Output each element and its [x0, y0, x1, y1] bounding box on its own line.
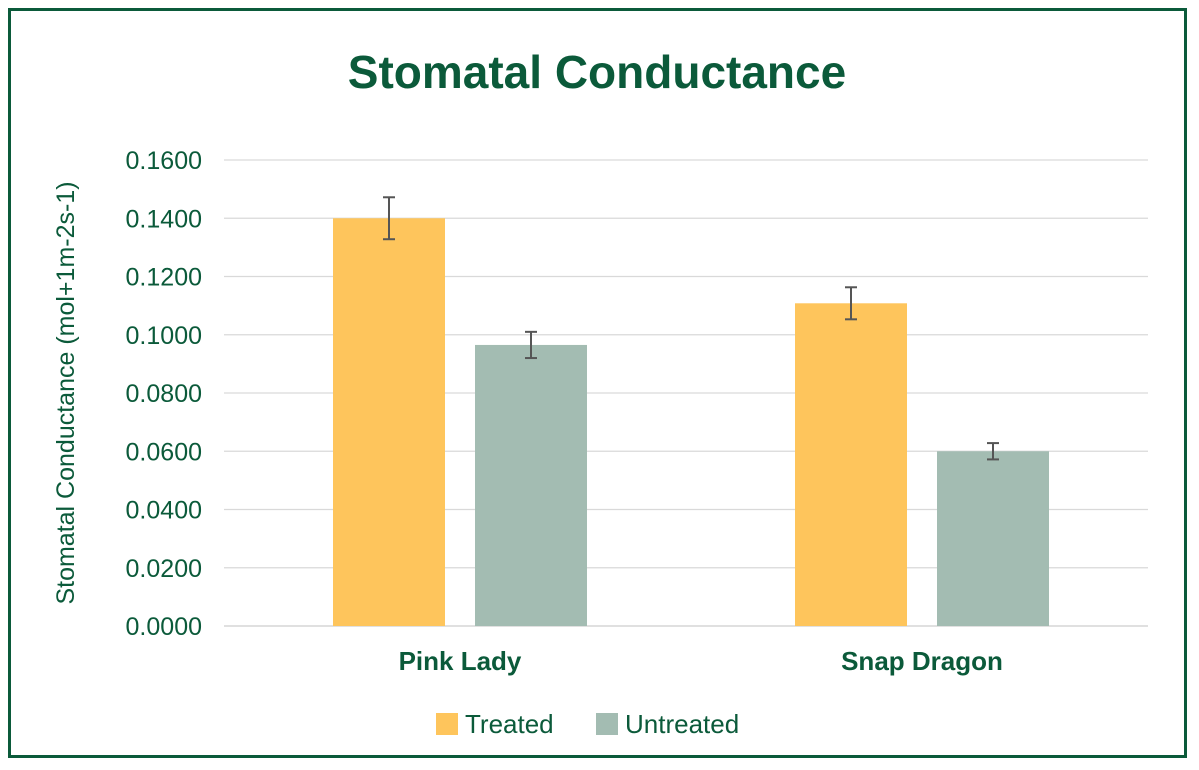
legend: Treated Untreated — [436, 709, 739, 739]
chart-title: Stomatal Conductance — [348, 46, 846, 98]
y-tick-label: 0.0600 — [126, 438, 202, 466]
y-tick-label: 0.1400 — [126, 205, 202, 233]
legend-label-treated: Treated — [465, 709, 554, 739]
legend-swatch-untreated — [596, 713, 618, 735]
chart-frame — [8, 8, 1187, 758]
x-tick-label: Snap Dragon — [841, 646, 1003, 676]
y-tick-label: 0.0800 — [126, 380, 202, 408]
y-tick-label: 0.1600 — [126, 147, 202, 175]
y-tick-labels: 0.0000 0.0200 0.0400 0.0600 0.0800 0.1000 0.12… — [126, 147, 202, 641]
y-tick-label: 0.1200 — [126, 264, 202, 292]
bars — [333, 218, 1049, 626]
error-bars — [383, 196, 999, 461]
legend-label-untreated: Untreated — [625, 709, 739, 739]
y-tick-label: 0.1000 — [126, 322, 202, 350]
bar-untreated-1 — [937, 451, 1049, 626]
bar-treated-1 — [795, 303, 907, 626]
y-tick-label: 0.0000 — [126, 613, 202, 641]
bar-untreated-0 — [475, 344, 587, 626]
legend-swatch-treated — [436, 713, 458, 735]
y-tick-label: 0.0200 — [126, 555, 202, 583]
y-tick-label: 0.0400 — [126, 497, 202, 525]
x-tick-labels: Pink Lady Snap Dragon — [399, 646, 1003, 676]
bar-treated-0 — [333, 218, 445, 626]
y-axis-label: Stomatal Conductance (mol+1m-2s-1) — [52, 181, 80, 604]
x-tick-label: Pink Lady — [399, 646, 522, 676]
